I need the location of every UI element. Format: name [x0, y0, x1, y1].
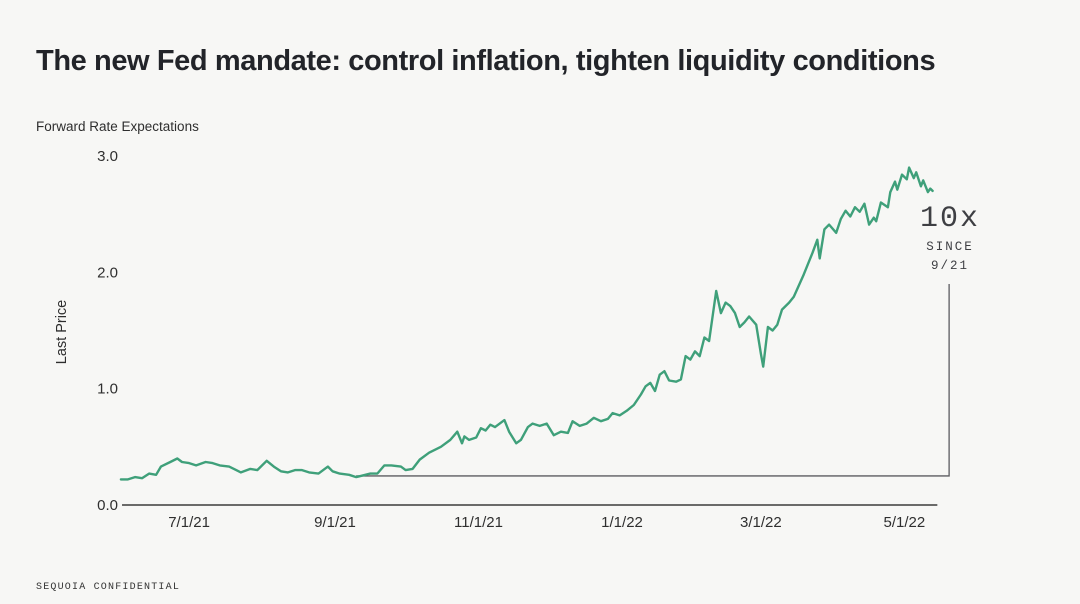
x-tick-label: 7/1/21: [168, 514, 210, 531]
x-tick-label: 3/1/22: [740, 514, 782, 531]
footer-confidential: SEQUOIA CONFIDENTIAL: [36, 582, 181, 593]
y-tick-label: 3.0: [97, 148, 118, 165]
y-tick-label: 1.0: [97, 381, 118, 398]
x-tick-label: 5/1/22: [884, 514, 926, 531]
annotation-10x: 10x SINCE 9/21: [903, 202, 997, 274]
annotation-bracket: [356, 283, 950, 477]
annotation-headline: 10x: [919, 202, 980, 236]
x-tick-label: 9/1/21: [314, 514, 356, 531]
annotation-line1: SINCE: [926, 240, 974, 254]
y-tick-label: 2.0: [97, 264, 118, 281]
annotation-line2: 9/21: [930, 259, 969, 273]
x-tick-label: 11/1/21: [454, 514, 503, 531]
chart-title: Forward Rate Expectations: [36, 119, 199, 134]
y-tick-label: 0.0: [97, 497, 118, 514]
page-title: The new Fed mandate: control inflation, …: [36, 45, 936, 78]
series-line-forward-rate: [119, 166, 934, 481]
x-tick-label: 1/1/22: [601, 514, 643, 531]
